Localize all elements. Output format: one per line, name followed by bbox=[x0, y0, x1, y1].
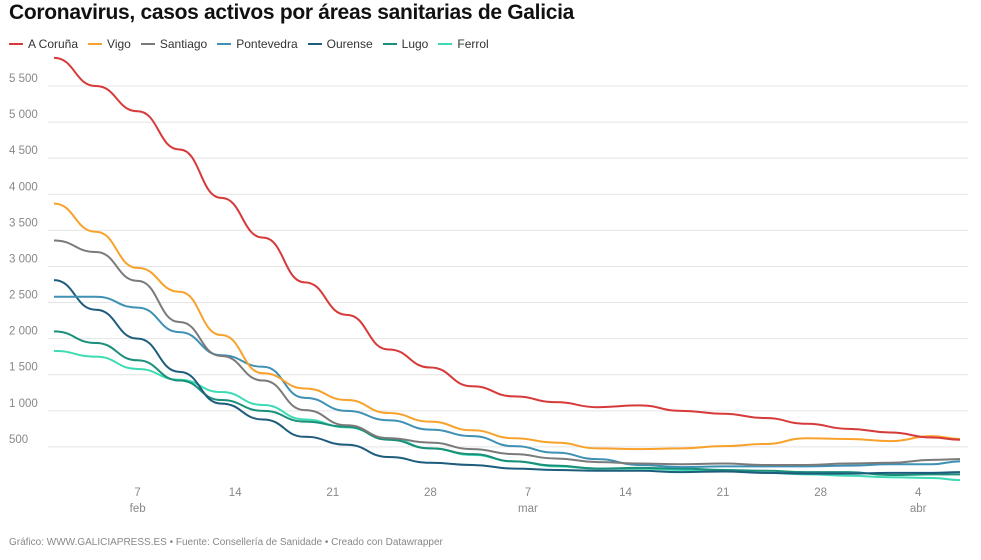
legend-swatch bbox=[307, 43, 322, 45]
x-tick-label: 7 bbox=[525, 487, 531, 499]
legend-label: Ourense bbox=[326, 37, 373, 51]
legend-swatch bbox=[217, 43, 232, 45]
y-tick-label: 5 500 bbox=[9, 73, 38, 85]
x-tick-label: 7 bbox=[134, 487, 140, 499]
series-line-pontevedra bbox=[53, 295, 961, 469]
y-tick-label: 4 000 bbox=[9, 181, 38, 193]
legend-item: Vigo bbox=[88, 37, 131, 51]
legend-swatch bbox=[88, 43, 103, 45]
legend-label: Lugo bbox=[401, 37, 429, 51]
legend-item: A Coruña bbox=[9, 37, 78, 51]
legend-item: Santiago bbox=[140, 37, 208, 51]
x-tick-label: 21 bbox=[717, 487, 730, 499]
legend-swatch bbox=[438, 43, 453, 45]
x-month-label: mar bbox=[518, 503, 538, 515]
legend-item: Ourense bbox=[307, 37, 373, 51]
legend-item: Ferrol bbox=[438, 37, 489, 51]
y-tick-label: 3 000 bbox=[9, 253, 38, 265]
legend-label: Ferrol bbox=[457, 37, 489, 51]
x-tick-label: 4 bbox=[915, 487, 922, 499]
y-tick-label: 1 000 bbox=[9, 398, 38, 410]
y-tick-label: 500 bbox=[9, 434, 28, 446]
series-line-santiago bbox=[53, 239, 961, 466]
y-tick-label: 2 000 bbox=[9, 326, 38, 338]
legend-item: Pontevedra bbox=[217, 37, 298, 51]
legend-swatch bbox=[9, 43, 23, 45]
y-tick-label: 1 500 bbox=[9, 362, 38, 374]
x-tick-label: 21 bbox=[326, 487, 339, 499]
x-tick-label: 14 bbox=[619, 487, 632, 499]
y-tick-label: 4 500 bbox=[9, 145, 38, 157]
legend-label: Santiago bbox=[159, 37, 208, 51]
legend-swatch bbox=[140, 43, 155, 45]
legend: A Coruña Vigo Santiago Pontevedra Ourense Lug… bbox=[9, 37, 489, 51]
legend-label: Vigo bbox=[107, 37, 131, 51]
chart-title: Coronavirus, casos activos por áreas san… bbox=[9, 1, 575, 24]
y-tick-label: 5 000 bbox=[9, 109, 38, 121]
line-chart: 500 1 000 1 500 2 000 2 500 3 000 3 500 4 000 4 … bbox=[9, 56, 968, 515]
legend-item: Lugo bbox=[382, 37, 429, 51]
series-line-ourense bbox=[53, 279, 961, 475]
series-line-a-coruña bbox=[53, 56, 961, 441]
series-line-vigo bbox=[53, 202, 961, 451]
x-month-label: abr bbox=[910, 503, 927, 515]
legend-label: Pontevedra bbox=[236, 37, 298, 51]
x-month-label: feb bbox=[130, 503, 146, 515]
x-tick-label: 14 bbox=[229, 487, 242, 499]
x-tick-label: 28 bbox=[424, 487, 437, 499]
footer-credits: Gráfico: WWW.GALICIAPRESS.ES • Fuente: C… bbox=[9, 537, 443, 548]
legend-swatch bbox=[382, 43, 397, 45]
y-tick-label: 3 500 bbox=[9, 217, 38, 229]
y-tick-label: 2 500 bbox=[9, 290, 38, 302]
legend-label: A Coruña bbox=[28, 37, 79, 51]
x-tick-label: 28 bbox=[814, 487, 827, 499]
